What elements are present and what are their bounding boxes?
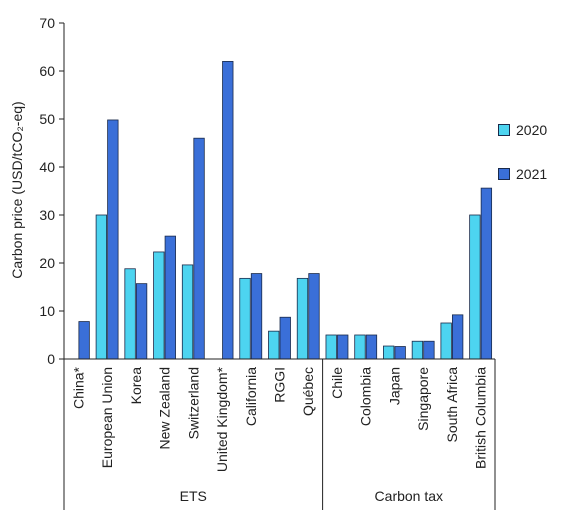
y-tick-label: 50 bbox=[39, 111, 55, 127]
bar-2021-south-africa bbox=[451, 314, 464, 360]
legend-swatch-2020 bbox=[498, 124, 510, 136]
bar-2020-new-zealand bbox=[153, 251, 165, 360]
y-axis: 0 10 20 30 40 50 60 70 bbox=[39, 15, 65, 367]
group-label-carbon-tax: Carbon tax bbox=[375, 488, 443, 504]
bar-2021-china bbox=[78, 321, 90, 360]
bar-2021-british-columbia bbox=[480, 187, 493, 360]
legend-item-2021: 2021 bbox=[498, 166, 547, 182]
x-tick-label-south-africa: South Africa bbox=[444, 367, 460, 443]
x-tick-label-colombia: Colombia bbox=[358, 367, 374, 426]
bar-2021-united-kingdom bbox=[222, 61, 234, 360]
group-label-ets: ETS bbox=[180, 488, 207, 504]
x-tick-label-california: California bbox=[243, 367, 259, 426]
x-tick-label-korea: Korea bbox=[128, 367, 144, 405]
category-groups: ETS Carbon tax bbox=[63, 358, 496, 510]
y-tick-label: 40 bbox=[39, 159, 55, 175]
bar-2021-colombia bbox=[365, 334, 378, 360]
bar-2021-japan bbox=[394, 346, 406, 360]
y-tick-label: 60 bbox=[39, 63, 55, 79]
bar-2020-colombia bbox=[354, 334, 366, 360]
x-tick-label-japan: Japan bbox=[386, 367, 402, 405]
bar-2020-british-columbia bbox=[469, 214, 481, 360]
x-tick-label-rggi: RGGI bbox=[272, 367, 288, 403]
bar-2021-new-zealand bbox=[164, 235, 176, 360]
y-tick-label: 70 bbox=[39, 15, 55, 31]
y-tick-label: 0 bbox=[47, 351, 55, 367]
bar-2021-qu-bec bbox=[308, 273, 320, 360]
x-tick-label-united-kingdom: United Kingdom* bbox=[214, 366, 230, 472]
x-tick-label-singapore: Singapore bbox=[415, 367, 431, 431]
bar-2021-european-union bbox=[107, 119, 119, 360]
bar-2021-switzerland bbox=[193, 137, 205, 360]
bar-2020-california bbox=[239, 277, 251, 360]
legend: 2020 2021 bbox=[498, 122, 547, 210]
y-tick-label: 10 bbox=[39, 303, 55, 319]
bars bbox=[78, 61, 493, 360]
x-tick-label-china: China* bbox=[70, 366, 86, 409]
y-tick-label: 30 bbox=[39, 207, 55, 223]
legend-swatch-2021 bbox=[498, 168, 510, 180]
legend-label-2021: 2021 bbox=[516, 166, 548, 182]
bar-2020-singapore bbox=[411, 340, 424, 360]
x-axis-labels: China* European Union Korea New Zealand Swit… bbox=[70, 366, 488, 472]
bar-2020-qu-bec bbox=[296, 277, 309, 360]
y-tick-label: 20 bbox=[39, 255, 55, 271]
x-tick-label-switzerland: Switzerland bbox=[185, 367, 201, 439]
bar-2020-switzerland bbox=[181, 264, 194, 360]
bar-2020-european-union bbox=[95, 214, 107, 360]
bar-2020-japan bbox=[383, 345, 395, 360]
bar-2021-singapore bbox=[423, 340, 435, 360]
bar-2020-south-africa bbox=[440, 322, 452, 360]
bar-2020-korea bbox=[124, 268, 136, 360]
x-tick-label-british-columbia: British Columbia bbox=[473, 367, 489, 469]
bar-2021-california bbox=[250, 273, 263, 360]
x-tick-label-qu-bec: Québec bbox=[300, 367, 316, 416]
x-tick-label-chile: Chile bbox=[329, 367, 345, 399]
bar-2020-chile bbox=[325, 334, 337, 360]
x-tick-label-new-zealand: New Zealand bbox=[157, 367, 173, 450]
bar-2020-rggi bbox=[268, 330, 280, 360]
legend-item-2020: 2020 bbox=[498, 122, 547, 138]
bar-2021-chile bbox=[337, 334, 349, 360]
x-tick-label-european-union: European Union bbox=[99, 367, 115, 468]
bar-2021-rggi bbox=[279, 316, 291, 360]
y-axis-title: Carbon price (USD/tCO₂-eq) bbox=[9, 101, 25, 278]
bar-2021-korea bbox=[135, 283, 148, 360]
legend-label-2020: 2020 bbox=[516, 122, 548, 138]
